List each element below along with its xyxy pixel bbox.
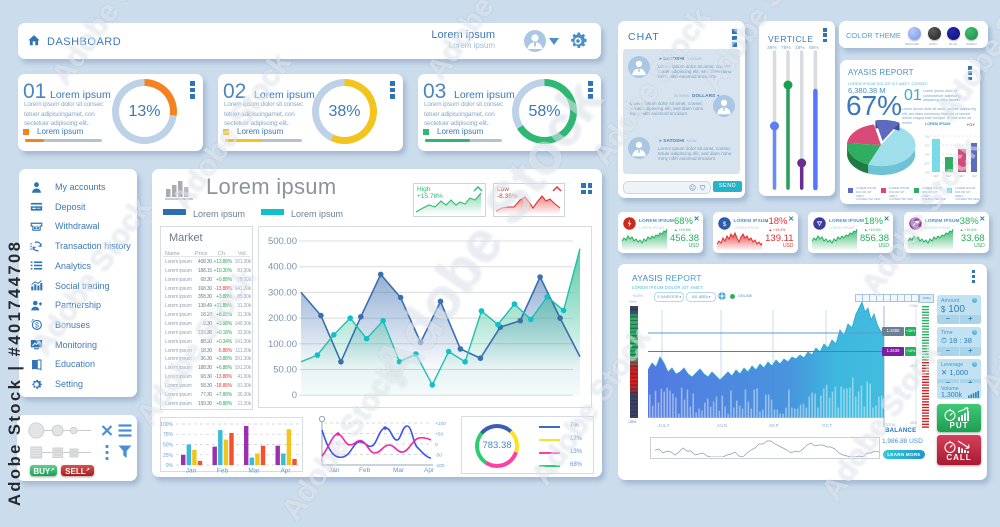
svg-text:400.00: 400.00	[268, 262, 297, 273]
svg-text:25%: 25%	[162, 453, 173, 459]
svg-text:0: 0	[292, 390, 297, 401]
svg-text:200.00: 200.00	[268, 313, 297, 324]
svg-text:Mar: Mar	[248, 468, 260, 475]
svg-text:Feb: Feb	[359, 467, 371, 474]
svg-text:300.00: 300.00	[268, 287, 297, 298]
svg-text:50%: 50%	[925, 153, 929, 157]
svg-text:Jan: Jan	[329, 467, 340, 474]
svg-text:SET: SET	[946, 174, 952, 178]
svg-text:-100: -100	[435, 463, 445, 469]
svg-text:SET: SET	[972, 174, 977, 178]
svg-text:100.00: 100.00	[268, 339, 297, 350]
svg-text:0%: 0%	[165, 463, 173, 469]
svg-text:Jan: Jan	[185, 468, 196, 475]
svg-text:$: $	[722, 221, 726, 228]
svg-text:100%: 100%	[160, 422, 173, 428]
svg-text:0%: 0%	[925, 171, 929, 175]
svg-text:SET: SET	[959, 174, 965, 178]
svg-text:75%: 75%	[162, 432, 173, 438]
svg-text:+100: +100	[435, 421, 446, 427]
svg-text:-50: -50	[435, 453, 442, 459]
svg-text:+50: +50	[435, 432, 443, 438]
svg-text:75%: 75%	[925, 144, 929, 148]
svg-text:Apr: Apr	[280, 468, 291, 475]
svg-text:25%: 25%	[925, 162, 929, 166]
svg-text:Feb: Feb	[216, 468, 228, 475]
svg-text:Apr: Apr	[424, 467, 435, 474]
svg-text:50%: 50%	[162, 443, 173, 449]
svg-text:50.00: 50.00	[273, 365, 297, 376]
svg-text:Mar: Mar	[393, 467, 405, 474]
svg-text:500.00: 500.00	[268, 236, 297, 247]
svg-text:0: 0	[435, 442, 438, 448]
svg-text:SET: SET	[933, 174, 939, 178]
svg-text:$: $	[35, 323, 39, 330]
svg-text:100%: 100%	[925, 135, 929, 139]
